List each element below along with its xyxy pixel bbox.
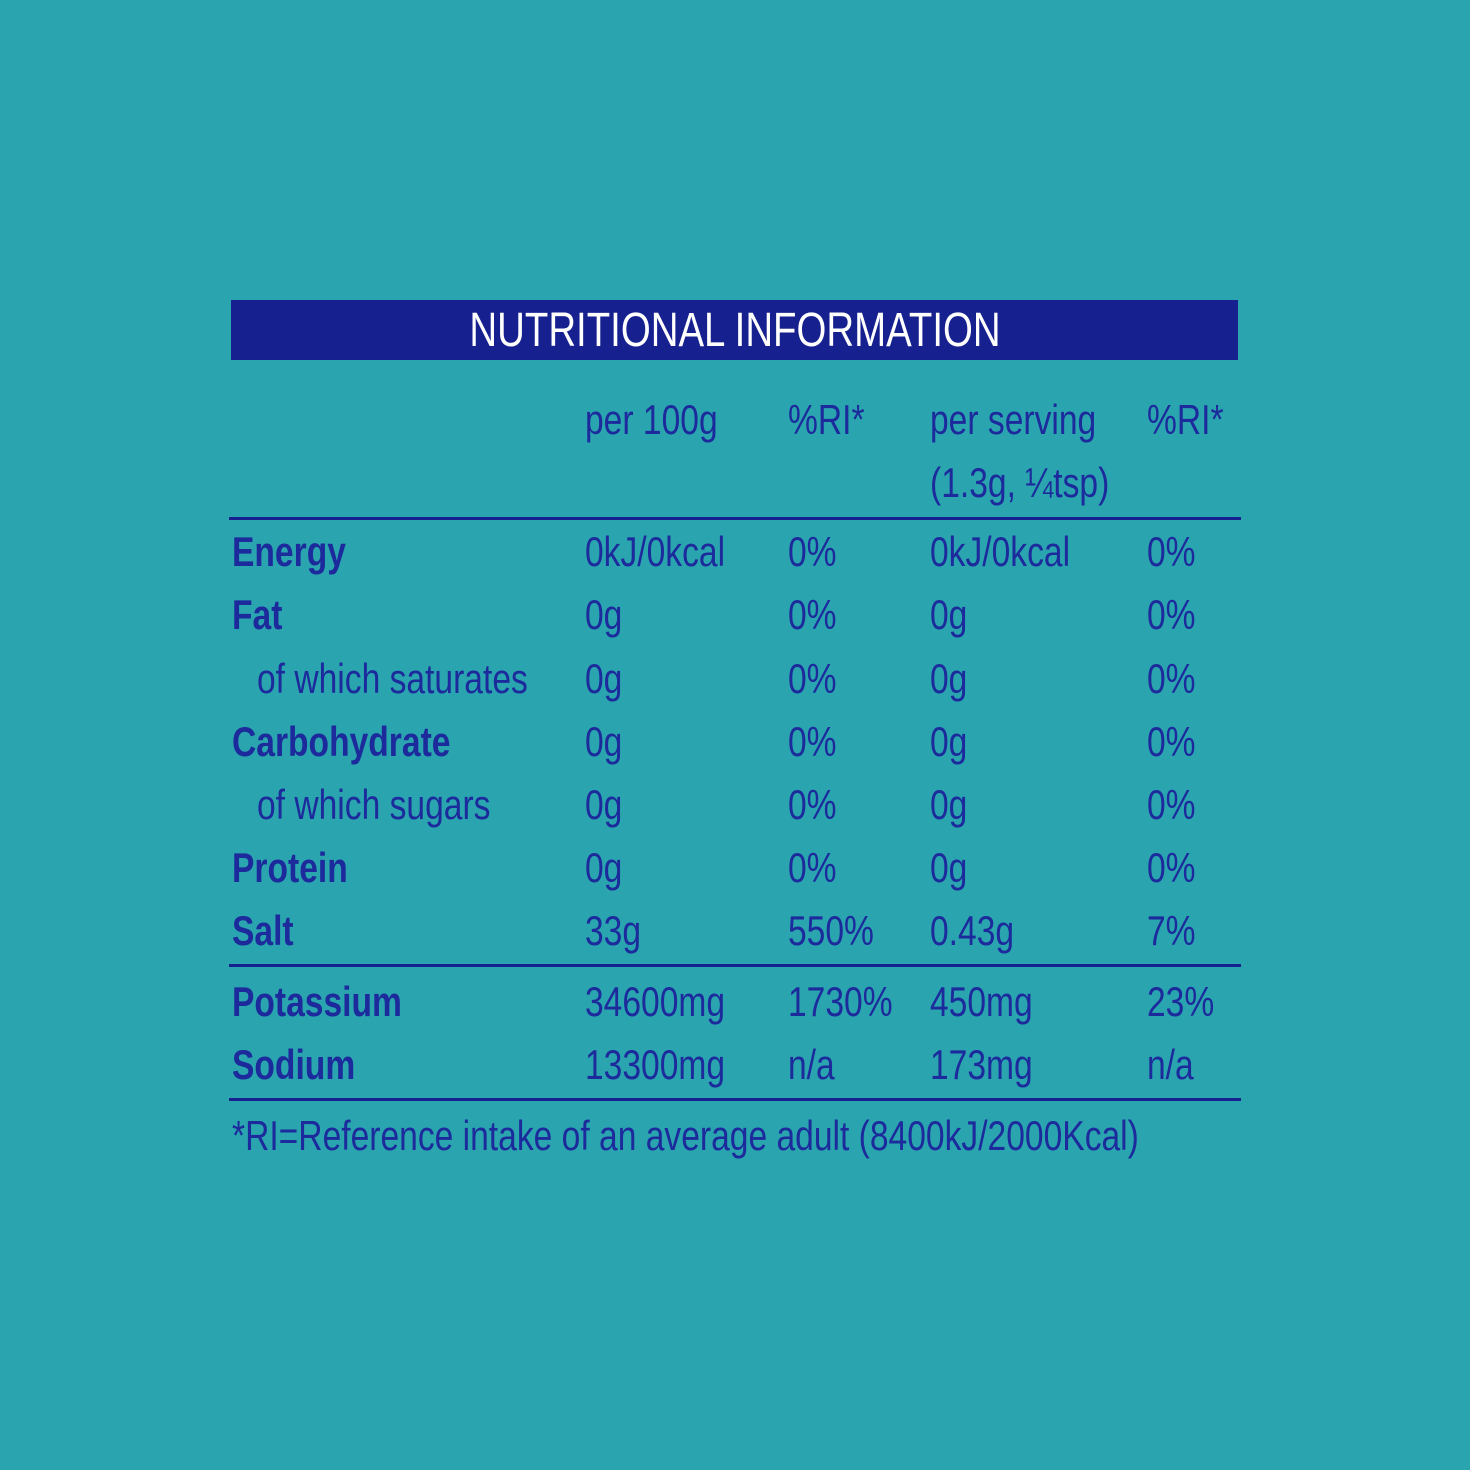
value-cell: 23% xyxy=(1147,978,1215,1025)
value-cell: 13300mg xyxy=(585,1041,726,1088)
value-cell: 173mg xyxy=(930,1041,1033,1088)
value-cell: 0% xyxy=(788,591,837,638)
row-label: of which saturates xyxy=(257,655,528,702)
value-cell: 0% xyxy=(1147,718,1196,765)
title: NUTRITIONAL INFORMATION xyxy=(468,303,1001,357)
value-cell: 0g xyxy=(930,655,968,702)
value-cell: 0% xyxy=(1147,591,1196,638)
value-cell: 450mg xyxy=(930,978,1033,1025)
value-cell: 0% xyxy=(788,655,837,702)
rule xyxy=(229,517,1241,520)
row-label: Sodium xyxy=(232,1041,356,1088)
value-cell: 0% xyxy=(1147,655,1196,702)
row-label: Carbohydrate xyxy=(232,718,451,765)
footnote: *RI=Reference intake of an average adult… xyxy=(232,1112,1139,1159)
value-cell: 0g xyxy=(585,718,623,765)
value-cell: 0g xyxy=(930,718,968,765)
value-cell: 0g xyxy=(930,781,968,828)
value-cell: 0% xyxy=(788,781,837,828)
value-cell: 0.43g xyxy=(930,907,1015,954)
row-label: Fat xyxy=(232,591,283,638)
value-cell: 0g xyxy=(585,591,623,638)
value-cell: 0% xyxy=(1147,781,1196,828)
value-cell: n/a xyxy=(1147,1041,1194,1088)
value-cell: 0g xyxy=(930,844,968,891)
value-cell: 7% xyxy=(1147,907,1196,954)
value-cell: 0g xyxy=(930,591,968,638)
value-cell: 0kJ/0kcal xyxy=(930,528,1071,575)
value-cell: 1730% xyxy=(788,978,893,1025)
value-cell: 0g xyxy=(585,781,623,828)
value-cell: 0% xyxy=(1147,528,1196,575)
value-cell: 550% xyxy=(788,907,874,954)
value-cell: 0% xyxy=(1147,844,1196,891)
value-cell: 0% xyxy=(788,844,837,891)
column-header: (1.3g, ¼tsp) xyxy=(930,459,1110,506)
title-bar: NUTRITIONAL INFORMATION xyxy=(231,300,1238,360)
row-label: Salt xyxy=(232,907,294,954)
rule xyxy=(229,1098,1241,1101)
value-cell: 0kJ/0kcal xyxy=(585,528,726,575)
value-cell: 0g xyxy=(585,655,623,702)
column-header: per 100g xyxy=(585,396,718,443)
row-label: of which sugars xyxy=(257,781,491,828)
column-header: per serving xyxy=(930,396,1097,443)
row-label: Protein xyxy=(232,844,348,891)
value-cell: 0g xyxy=(585,844,623,891)
value-cell: 0% xyxy=(788,718,837,765)
value-cell: 34600mg xyxy=(585,978,726,1025)
column-header: %RI* xyxy=(1147,396,1224,443)
rule xyxy=(229,964,1241,967)
row-label: Potassium xyxy=(232,978,402,1025)
row-label: Energy xyxy=(232,528,346,575)
value-cell: 33g xyxy=(585,907,642,954)
value-cell: 0% xyxy=(788,528,837,575)
value-cell: n/a xyxy=(788,1041,835,1088)
column-header: %RI* xyxy=(788,396,865,443)
